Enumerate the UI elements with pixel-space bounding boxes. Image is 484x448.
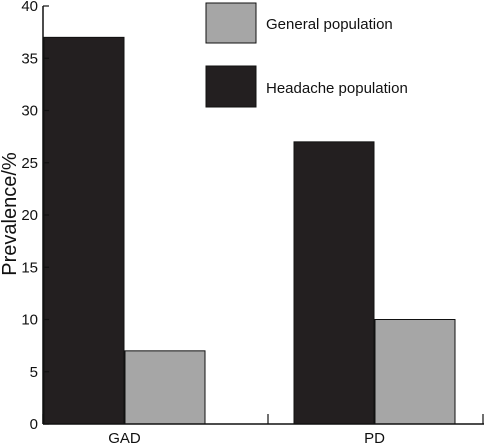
legend-label-headache: Headache population xyxy=(266,80,408,97)
y-axis-label: Prevalence/% xyxy=(0,152,21,276)
legend: General population Headache population xyxy=(205,2,408,108)
y-tick-label: 20 xyxy=(21,207,38,224)
bar-pd-headache xyxy=(293,141,375,425)
y-tick-label: 30 xyxy=(21,103,38,120)
bar-gad-headache xyxy=(43,36,125,425)
y-tick-label: 25 xyxy=(21,155,38,172)
y-tick-label: 35 xyxy=(21,50,38,67)
bar-pd-general xyxy=(374,319,456,425)
y-tick-label: 15 xyxy=(21,259,38,276)
x-tick-label-pd: PD xyxy=(364,430,385,447)
legend-swatch-headache xyxy=(205,65,257,108)
bar-gad-general xyxy=(124,350,206,425)
y-tick-label: 5 xyxy=(30,364,38,381)
legend-label-general: General population xyxy=(266,16,393,33)
x-tick-label-gad: GAD xyxy=(108,430,141,447)
plot-area: 0 5 10 15 20 25 30 35 40 GAD PD xyxy=(21,0,484,447)
legend-swatch-general xyxy=(205,2,257,44)
y-tick-label: 40 xyxy=(21,0,38,15)
y-tick-label: 10 xyxy=(21,312,38,329)
y-tick-label: 0 xyxy=(30,416,38,433)
